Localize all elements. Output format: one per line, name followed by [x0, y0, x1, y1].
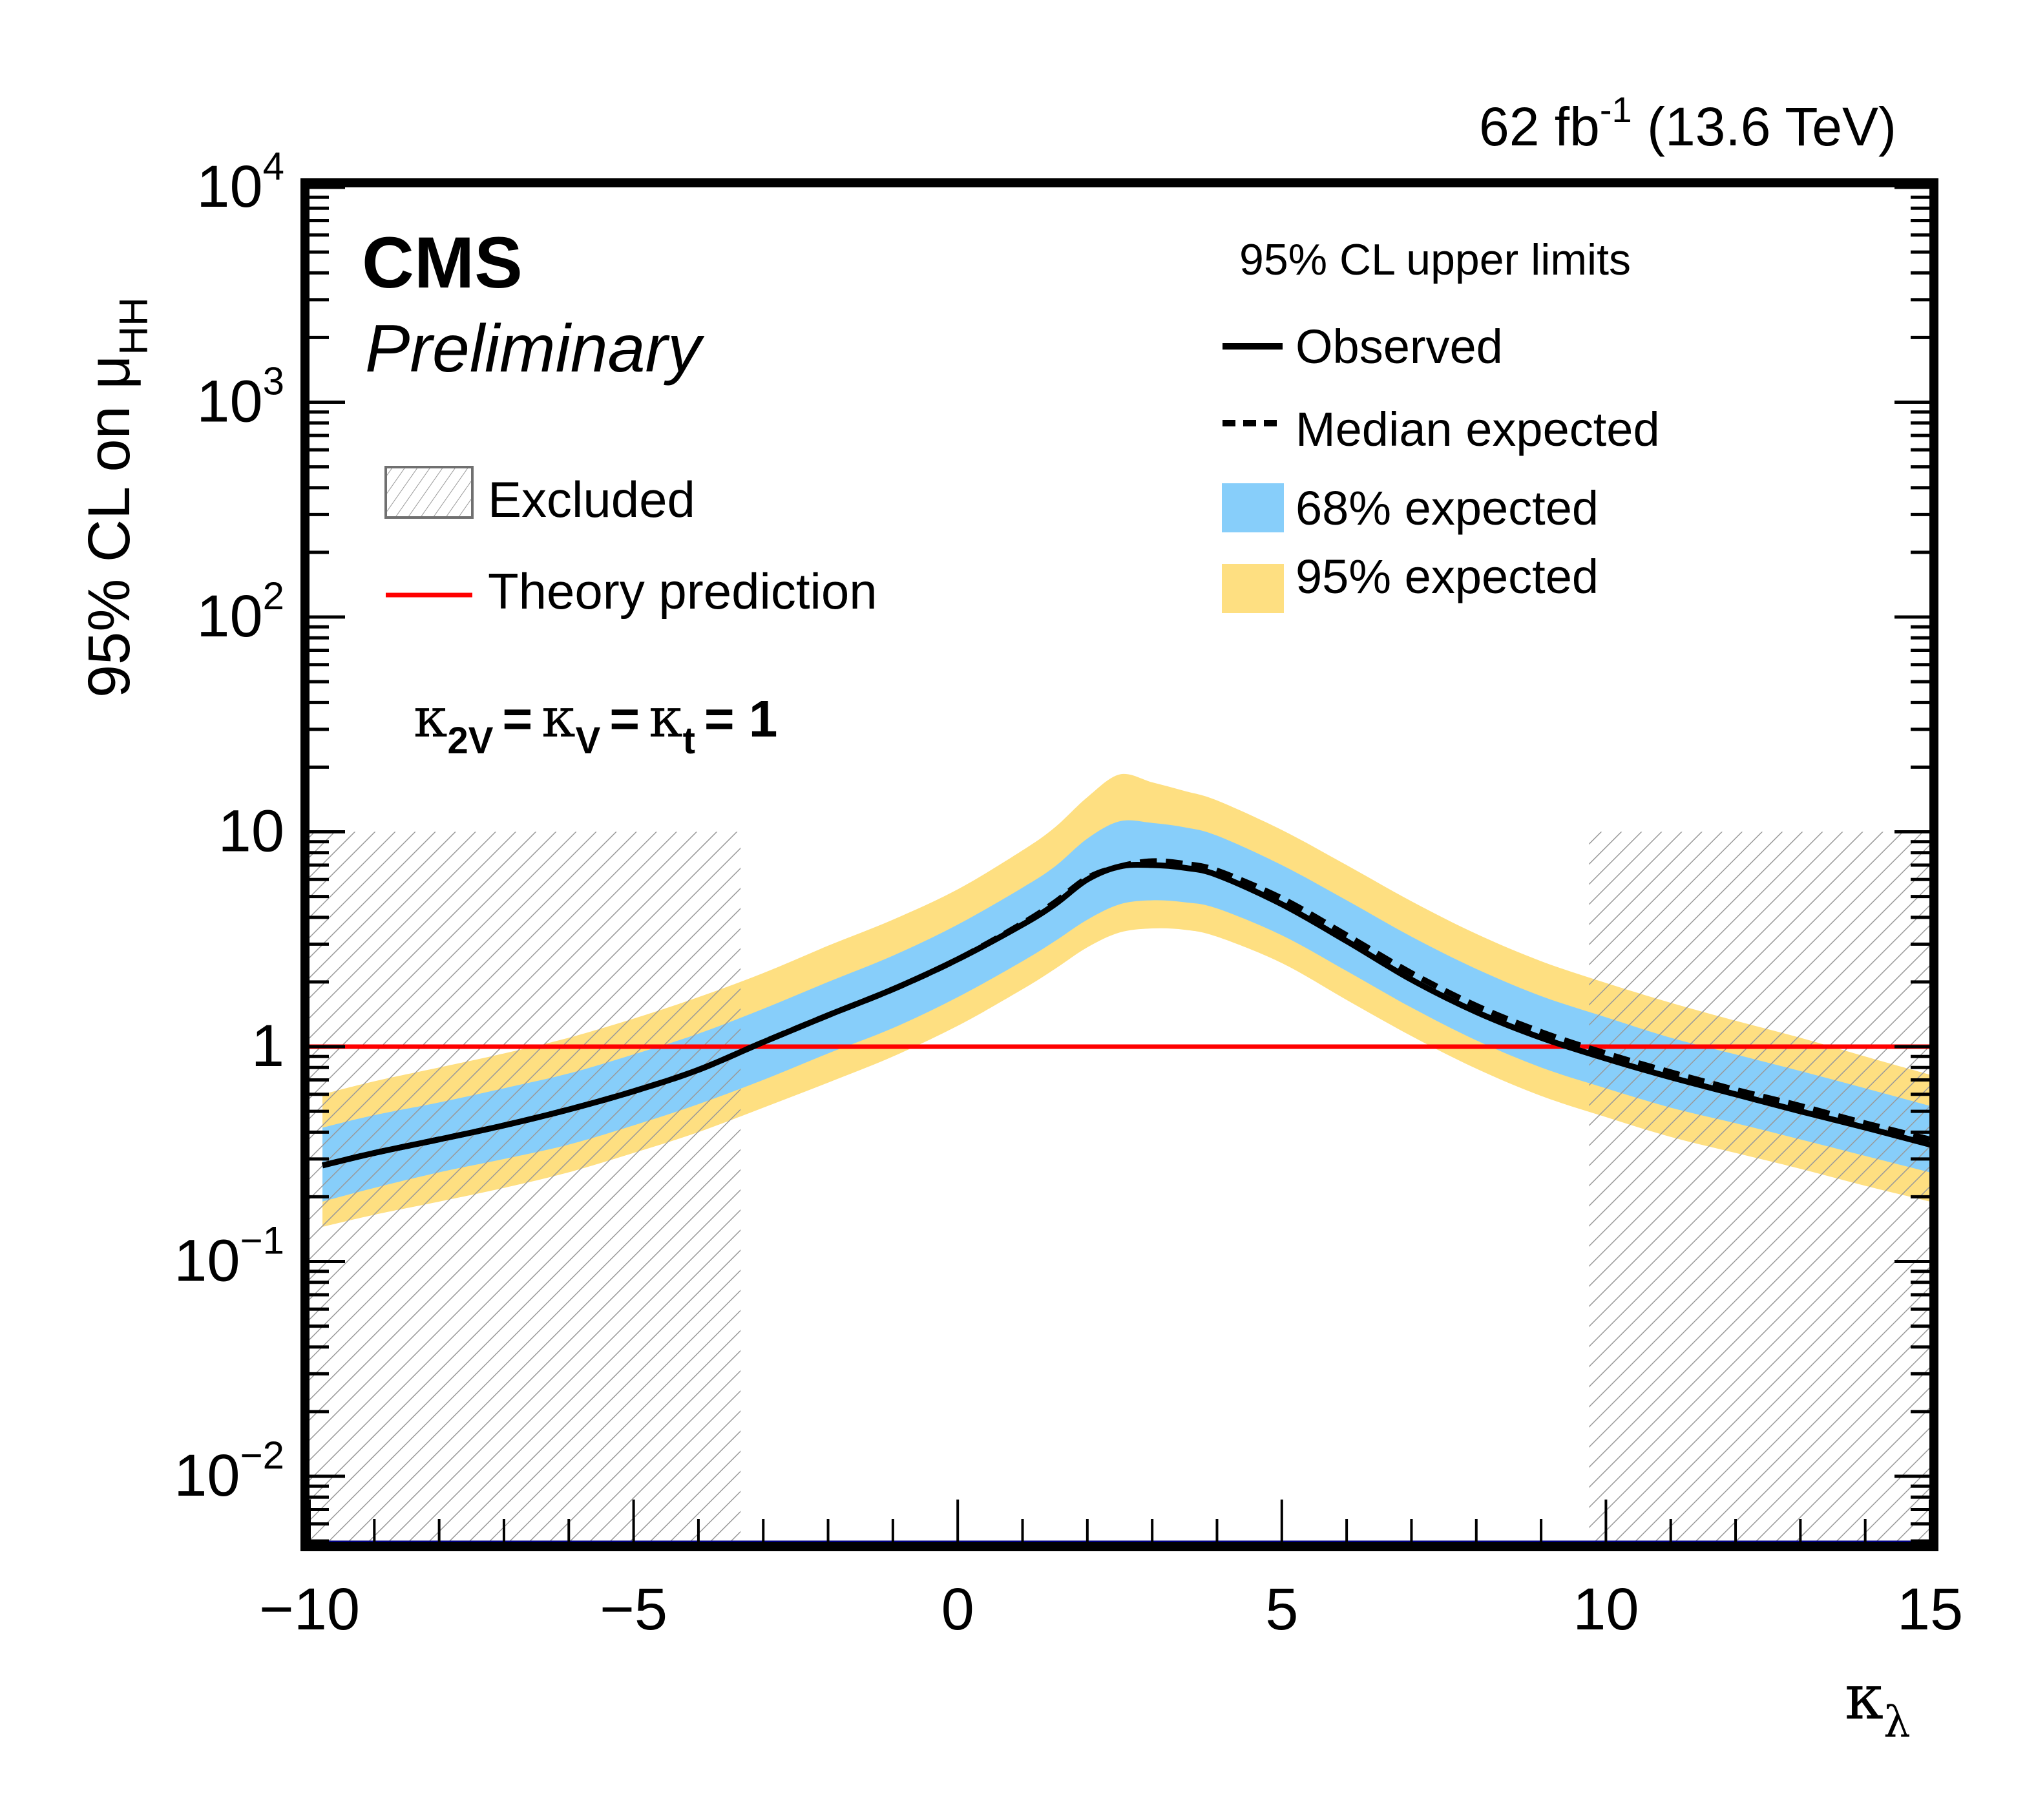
legend-entry-observed: Observed: [1223, 320, 1503, 373]
legend-entry-excluded: Excluded: [384, 466, 695, 528]
y-tick-labels: 10−2 10−1 1 10 102 103 104: [174, 145, 284, 1509]
x-tick-label: 15: [1897, 1576, 1963, 1642]
y-axis-label: 95% CL on μHH: [76, 297, 156, 698]
svg-text:Median expected: Median expected: [1296, 403, 1660, 456]
lumi-label: 62 fb-1 (13.6 TeV): [1479, 89, 1896, 157]
svg-text:95% expected: 95% expected: [1296, 550, 1599, 603]
legend-entry-95: 95% expected: [1222, 550, 1599, 613]
x-tick-labels: −10 −5 0 5 10 15: [259, 1576, 1963, 1642]
x-tick-label: 10: [1573, 1576, 1639, 1642]
y-tick-label: 103: [196, 360, 284, 435]
svg-text:68% expected: 68% expected: [1296, 481, 1599, 535]
plot-frame: [300, 178, 1938, 1551]
excluded-region-left: [310, 832, 741, 1545]
band-95-swatch-icon: [1222, 564, 1284, 613]
legend-left: Excluded Theory prediction: [384, 466, 877, 620]
excluded-region-right: [1589, 832, 1930, 1545]
y-tick-label: 104: [196, 145, 284, 220]
legend-right: 95% CL upper limits Observed Median expe…: [1222, 235, 1660, 613]
y-tick-label: 1: [251, 1013, 284, 1079]
y-tick-label: 10−1: [174, 1219, 284, 1294]
axis-ticks: [308, 185, 1931, 1545]
observed-line: [322, 862, 1930, 1169]
x-tick-label: 5: [1265, 1576, 1298, 1642]
x-axis-label: κλ: [1845, 1661, 1911, 1747]
legend-entry-68: 68% expected: [1222, 481, 1599, 535]
legend-header: 95% CL upper limits: [1239, 235, 1631, 284]
couplings-label: κ2V = κV = κt = 1: [414, 686, 777, 762]
svg-text:Theory prediction: Theory prediction: [488, 563, 877, 620]
x-tick-label: −5: [600, 1576, 667, 1642]
legend-entry-theory: Theory prediction: [386, 563, 877, 620]
hatch-swatch-icon: [384, 466, 474, 519]
svg-text:Excluded: Excluded: [488, 471, 695, 528]
experiment-label: CMS: [362, 222, 523, 303]
x-tick-label: 0: [941, 1576, 974, 1642]
y-tick-label: 102: [196, 574, 284, 649]
band-68-swatch-icon: [1222, 483, 1284, 532]
y-tick-label: 10: [218, 799, 284, 864]
x-tick-label: −10: [259, 1576, 360, 1642]
y-tick-label: 10−2: [174, 1434, 284, 1509]
band-68-expected: [322, 820, 1930, 1202]
legend-entry-expected: Median expected: [1223, 403, 1660, 456]
status-label: Preliminary: [365, 311, 705, 386]
svg-text:Observed: Observed: [1296, 320, 1503, 373]
